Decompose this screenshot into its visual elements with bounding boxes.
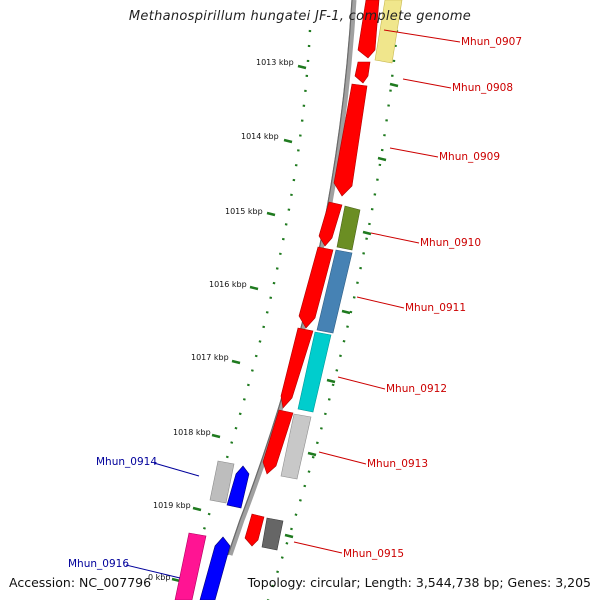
tick-1013 <box>297 64 307 70</box>
cds-arrow[interactable] <box>298 246 334 329</box>
cds-arrow[interactable] <box>318 201 343 247</box>
genome-summary-text: Topology: circular; Length: 3,544,738 bp… <box>247 575 591 590</box>
gene-label-mhun-0911[interactable]: Mhun_0911 <box>405 302 466 314</box>
map-title: Methanospirillum hungatei JF-1, complete… <box>128 9 472 24</box>
cds-arrow[interactable] <box>262 409 294 475</box>
cds-arrow[interactable] <box>280 327 314 409</box>
gene-label-mhun-0916[interactable]: Mhun_0916 <box>68 558 129 570</box>
tick-label-1013: 1013 kbp <box>256 58 294 67</box>
tick-1019 <box>192 506 202 512</box>
tick-1015 <box>266 211 276 217</box>
accession-text: Accession: NC_007796 <box>9 575 152 590</box>
tick-1016 <box>249 285 259 291</box>
feature-turquoise[interactable] <box>297 331 332 413</box>
tick-label-0: 0 kbp <box>148 573 170 582</box>
cds-track-plus <box>244 0 380 547</box>
tick-label-1018: 1018 kbp <box>173 428 211 437</box>
feature-lightgray[interactable] <box>280 413 312 480</box>
gene-label-mhun-0909[interactable]: Mhun_0909 <box>439 151 500 163</box>
cds-arrow[interactable] <box>357 0 380 59</box>
feature-olive[interactable] <box>336 205 361 251</box>
cds-track-minus <box>174 460 250 600</box>
gene-label-mhun-0912[interactable]: Mhun_0912 <box>386 383 447 395</box>
cds-arrow[interactable] <box>354 61 371 84</box>
tick-label-1014: 1014 kbp <box>241 132 279 141</box>
cds-arrow[interactable] <box>244 513 265 547</box>
feature-khaki[interactable] <box>374 0 403 64</box>
gene-label-mhun-0907[interactable]: Mhun_0907 <box>461 36 522 48</box>
tick-label-1016: 1016 kbp <box>209 280 247 289</box>
tick-1017 <box>231 359 241 365</box>
cds-arrow-blue-2[interactable] <box>199 536 231 600</box>
leader-lines <box>125 29 461 579</box>
feature-lightgray-minus[interactable] <box>209 460 235 504</box>
feature-pink[interactable] <box>174 532 207 600</box>
gene-label-mhun-0913[interactable]: Mhun_0913 <box>367 458 428 470</box>
gene-label-mhun-0910[interactable]: Mhun_0910 <box>420 237 481 249</box>
cds-arrow[interactable] <box>333 83 368 197</box>
gene-label-mhun-0914[interactable]: Mhun_0914 <box>96 456 157 468</box>
feature-steelblue[interactable] <box>316 249 353 334</box>
tick-label-1019: 1019 kbp <box>153 501 191 510</box>
kbp-ticks <box>171 64 399 583</box>
tick-0 <box>171 577 181 583</box>
cds-arrow-blue[interactable] <box>226 465 250 509</box>
tick-1014 <box>283 138 293 144</box>
gene-label-mhun-0908[interactable]: Mhun_0908 <box>452 82 513 94</box>
tick-label-1015: 1015 kbp <box>225 207 263 216</box>
feature-darkgray[interactable] <box>261 517 284 551</box>
tick-1018 <box>211 433 221 439</box>
feature-track <box>261 0 403 551</box>
tick-label-1017: 1017 kbp <box>191 353 229 362</box>
gene-label-mhun-0915[interactable]: Mhun_0915 <box>343 548 404 560</box>
